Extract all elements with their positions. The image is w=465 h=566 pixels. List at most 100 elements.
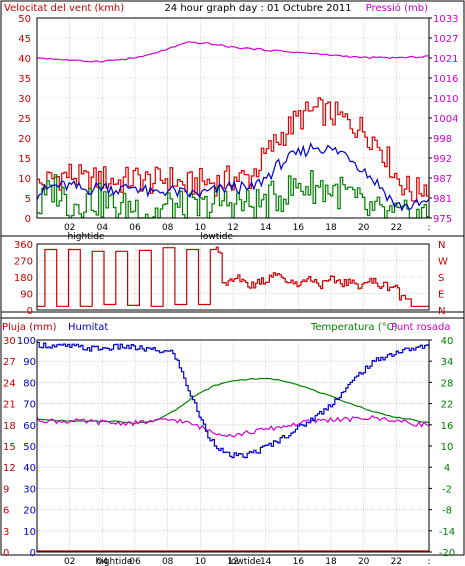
compass-letter: S — [438, 273, 444, 284]
tide-label: hightide — [68, 232, 105, 242]
x-tick-label: 10 — [195, 223, 207, 233]
wind-series-group — [36, 41, 430, 219]
temperature-line — [36, 377, 430, 424]
rain-y-tick: 3 — [3, 527, 9, 538]
pressure-line — [36, 41, 430, 63]
direction-series-group — [37, 246, 429, 307]
compass-letter: N — [438, 306, 445, 317]
wind-y-tick: 45 — [18, 34, 31, 45]
direction-y-tick: 360 — [14, 240, 33, 251]
bottom-x-ticks: 02 04 06 08 10 12 14 16 18 20 22: hightide lowtide — [64, 557, 431, 566]
humidity-y-tick: 0 — [30, 548, 36, 559]
temperature-y-tick: -20 — [439, 548, 455, 559]
x-tick-label: 06 — [129, 223, 141, 233]
rain-y-tick: 0 — [3, 548, 9, 559]
humidity-y-tick: 30 — [23, 484, 36, 495]
pressure-y-tick: 1027 — [433, 34, 458, 45]
temperature-y-tick: 10 — [441, 442, 454, 453]
temperature-y-tick: -14 — [439, 527, 455, 538]
tide-label: lowtide — [228, 557, 261, 566]
temperature-y-tick: 16 — [441, 421, 454, 432]
pressure-y-tick: 975 — [433, 214, 452, 225]
humidity-y-tick: 20 — [23, 506, 36, 517]
direction-y-tick: 90 — [20, 290, 33, 301]
wind-axis-label: Velocitat del vent (kmh) — [4, 3, 124, 14]
rain-y-tick: 12 — [3, 463, 16, 474]
x-tick-label: 08 — [162, 557, 174, 566]
rain-axis-label: Pluja (mm) — [2, 322, 57, 333]
compass-letter: N — [438, 240, 445, 251]
tide-label: lowtide — [200, 232, 233, 242]
pressure-y-tick: 981 — [433, 194, 452, 205]
wind-y-tick: 50 — [18, 14, 31, 25]
bottom-series-group — [36, 341, 430, 552]
chart-title: 24 hour graph day : 01 Octubre 2011 — [164, 3, 351, 14]
x-tick-label: 20 — [358, 557, 370, 566]
x-tick-label: 18 — [325, 557, 337, 566]
wind-y-tick: 15 — [18, 154, 31, 165]
temperature-y-tick: 22 — [441, 400, 454, 411]
humidity-y-tick: 60 — [23, 421, 36, 432]
x-tick-label: 10 — [195, 557, 207, 566]
pressure-y-ticks: 1033 1027 1021 1016 1010 1004 998 992 987 981 975 — [429, 14, 458, 225]
humidity-y-tick: 40 — [23, 463, 36, 474]
humidity-y-tick: 90 — [23, 357, 36, 368]
x-tick-label: : — [427, 223, 430, 233]
direction-grid — [37, 244, 429, 310]
x-tick-label: 02 — [64, 223, 75, 233]
wind-x-ticks: 02 04 06 08 10 12 14 16 18 20 22: hightide lowtide — [64, 223, 431, 242]
wind-y-tick: 20 — [18, 134, 31, 145]
rain-humidity-temp-panel: Pluja (mm) Humitat Temperatura (°C) Punt… — [0, 317, 465, 566]
pressure-y-tick: 1033 — [433, 14, 458, 25]
wind-y-tick: 5 — [25, 194, 31, 205]
temperature-y-tick: -2 — [442, 484, 452, 495]
wind-min-line — [37, 170, 430, 219]
direction-y-tick: 0 — [27, 306, 33, 317]
direction-plot-frame — [36, 243, 430, 311]
humidity-y-tick: 10 — [23, 527, 36, 538]
humidity-axis-label: Humitat — [68, 322, 108, 333]
tide-label: hightide — [96, 557, 133, 566]
humidity-y-tick: 80 — [23, 378, 36, 389]
pressure-y-tick: 1004 — [433, 114, 458, 125]
x-tick-label: 14 — [260, 223, 272, 233]
pressure-y-tick: 992 — [433, 154, 452, 165]
rain-y-tick: 9 — [3, 484, 9, 495]
x-tick-label: 16 — [293, 223, 305, 233]
x-tick-label: 08 — [162, 223, 174, 233]
humidity-line — [37, 341, 430, 459]
wind-y-tick: 10 — [18, 174, 31, 185]
rain-y-tick: 18 — [3, 421, 16, 432]
rain-y-tick: 24 — [3, 378, 16, 389]
temperature-axis-label: Temperatura (°C) — [310, 322, 398, 333]
direction-y-tick: 270 — [14, 257, 33, 268]
compass-letter: E — [438, 290, 444, 301]
rain-y-tick: 6 — [3, 506, 9, 517]
pressure-y-tick: 998 — [433, 134, 452, 145]
pressure-y-tick: 1021 — [433, 54, 458, 65]
rain-y-tick: 27 — [3, 357, 16, 368]
rain-y-tick: 21 — [3, 400, 16, 411]
wind-max-line — [37, 97, 430, 203]
x-tick-label: 04 — [97, 557, 109, 566]
x-tick-label: 16 — [293, 557, 305, 566]
bottom-panel-border — [0, 317, 465, 556]
wind-y-tick: 25 — [18, 114, 31, 125]
x-tick-label: 14 — [260, 557, 272, 566]
x-tick-label: 04 — [97, 223, 109, 233]
direction-panel-border — [0, 235, 465, 313]
x-tick-label: 02 — [64, 557, 75, 566]
temperature-y-tick: -8 — [442, 506, 452, 517]
x-tick-label: 06 — [129, 557, 141, 566]
temperature-y-tick: 4 — [444, 463, 450, 474]
wind-pressure-panel: Velocitat del vent (kmh) 24 hour graph d… — [4, 2, 458, 242]
x-tick-label: 12 — [227, 223, 238, 233]
wind-y-tick: 30 — [18, 94, 31, 105]
